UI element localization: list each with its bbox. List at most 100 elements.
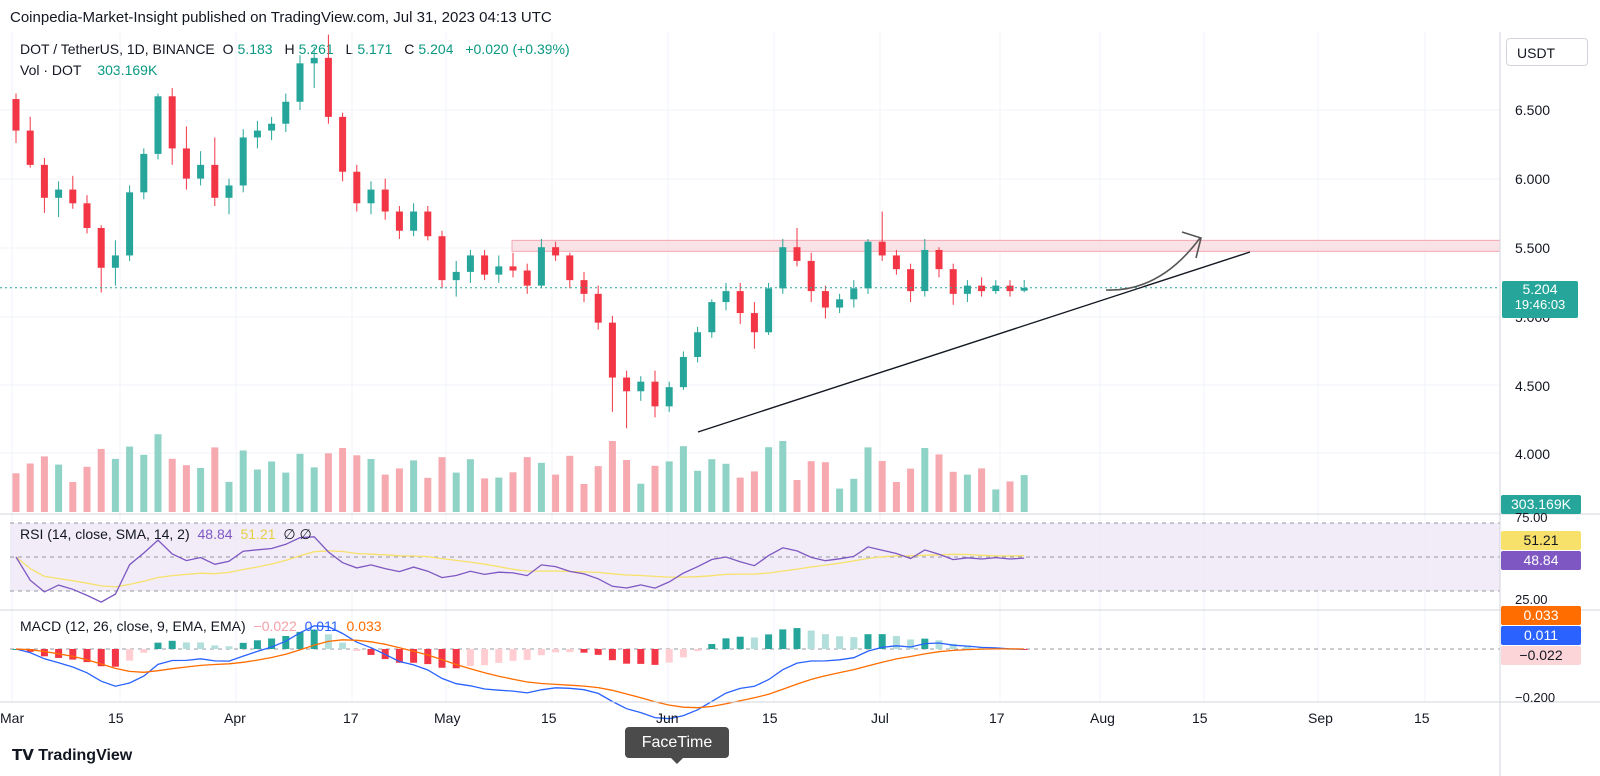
volume-bar xyxy=(552,474,560,512)
volume-value: 303.169K xyxy=(97,62,158,78)
macd-label[interactable]: MACD (12, 26, close, 9, EMA, EMA) xyxy=(20,618,246,634)
volume-bar xyxy=(594,466,602,512)
time-tick: 17 xyxy=(989,710,1005,726)
macd-hist-bar xyxy=(452,649,460,669)
high-label: H xyxy=(284,41,295,57)
volume-bar xyxy=(637,483,645,512)
macd-hist-bar xyxy=(935,640,943,649)
volume-bar xyxy=(339,448,347,512)
volume-bar xyxy=(12,473,20,512)
macd-hist-bar xyxy=(438,649,446,668)
candle-body xyxy=(40,164,48,198)
volume-bar xyxy=(850,478,858,512)
candle-body xyxy=(310,57,318,64)
macd-hist-bar xyxy=(580,649,588,653)
volume-label[interactable]: Vol · DOT xyxy=(20,62,82,78)
macd-hist-bar xyxy=(765,634,773,649)
close-label: C xyxy=(404,41,415,57)
macd-hist-bar xyxy=(197,642,205,649)
low-value: 5.171 xyxy=(357,41,393,57)
macd-hist-bar xyxy=(978,647,986,649)
candle-body xyxy=(807,260,815,292)
macd-hist-bar xyxy=(594,649,602,655)
volume-bar xyxy=(97,448,105,512)
macd-hist-bar xyxy=(339,642,347,649)
volume-bar xyxy=(26,463,34,512)
rsi-value: 48.84 xyxy=(197,526,233,542)
candle-body xyxy=(821,291,829,308)
volume-bar xyxy=(864,447,872,512)
candle-body xyxy=(892,255,900,270)
candle-body xyxy=(424,211,432,237)
macd-hist-bar xyxy=(637,649,645,664)
volume-bar xyxy=(907,468,915,512)
time-tick: Jul xyxy=(871,710,889,726)
chart-grid xyxy=(0,32,1500,702)
candle-body xyxy=(963,285,971,294)
candle-body xyxy=(55,189,63,198)
volume-bar xyxy=(268,461,276,512)
macd-hist-bar xyxy=(907,639,915,649)
tradingview-logo[interactable]: 𝗧𝗩 TradingView xyxy=(12,746,132,765)
macd-hist-bar xyxy=(523,649,531,660)
last-price-value: 5.204 xyxy=(1522,281,1558,297)
volume-bar xyxy=(69,482,77,512)
volume-bar xyxy=(608,441,616,512)
candle-body xyxy=(921,249,929,292)
candle-body xyxy=(736,291,744,314)
macd-hist-bar xyxy=(211,645,219,649)
volume-bar xyxy=(935,454,943,512)
volume-bar xyxy=(623,460,631,512)
candle-body xyxy=(225,185,233,198)
candle-body xyxy=(509,266,517,271)
volume-bar xyxy=(324,453,332,512)
macd-hist-bar xyxy=(40,649,48,657)
rsi-axis-top: 75.00 xyxy=(1515,510,1548,525)
candle-body xyxy=(339,116,347,172)
macd-hist-bar xyxy=(836,636,844,649)
volume-bar xyxy=(83,466,91,512)
bar-countdown: 19:46:03 xyxy=(1514,297,1566,312)
macd-tag: 0.011 xyxy=(1501,626,1581,645)
time-tick: May xyxy=(434,710,461,726)
rsi-label[interactable]: RSI (14, close, SMA, 14, 2) xyxy=(20,526,190,542)
candle-body xyxy=(850,288,858,300)
rsi-sma-value: 51.21 xyxy=(240,526,276,542)
tradingview-brand: TradingView xyxy=(38,747,133,764)
resistance-zone xyxy=(511,239,1501,252)
macd-value: 0.011 xyxy=(304,618,339,634)
tradingview-icon: 𝗧𝗩 xyxy=(12,747,34,764)
price-tick: 5.500 xyxy=(1515,240,1551,256)
low-label: L xyxy=(345,41,354,57)
candle-body xyxy=(296,63,304,102)
macd-hist-bar xyxy=(892,635,900,649)
macd-hist-bar xyxy=(537,649,545,656)
candle-body xyxy=(537,247,545,286)
macd-hist-bar xyxy=(608,649,616,661)
volume-bar xyxy=(892,482,900,512)
macd-hist-bar xyxy=(140,649,148,653)
macd-hist-bar xyxy=(69,649,77,660)
macd-legend: MACD (12, 26, close, 9, EMA, EMA) −0.022… xyxy=(20,618,386,634)
macd-hist-bar xyxy=(395,649,403,663)
candle-body xyxy=(978,285,986,292)
candles xyxy=(12,34,1028,429)
time-tick: Aug xyxy=(1090,710,1115,726)
symbol-legend: DOT / TetherUS, 1D, BINANCE O 5.183 H 5.26… xyxy=(20,41,574,57)
volume-bar xyxy=(211,447,219,512)
time-tick: Jun xyxy=(656,710,679,726)
candle-body xyxy=(12,99,20,131)
volume-bar xyxy=(566,455,574,512)
symbol-label[interactable]: DOT / TetherUS, 1D, BINANCE xyxy=(20,41,215,57)
currency-button[interactable]: USDT xyxy=(1506,38,1588,66)
candle-body xyxy=(651,381,659,407)
volume-bar xyxy=(807,461,815,512)
volume-bar xyxy=(168,458,176,512)
candle-body xyxy=(949,269,957,294)
volume-tag: 303.169K xyxy=(1501,495,1581,514)
volume-bar xyxy=(381,474,389,512)
macd-hist-bar xyxy=(566,649,574,653)
candle-body xyxy=(466,255,474,272)
candle-body xyxy=(750,313,758,333)
